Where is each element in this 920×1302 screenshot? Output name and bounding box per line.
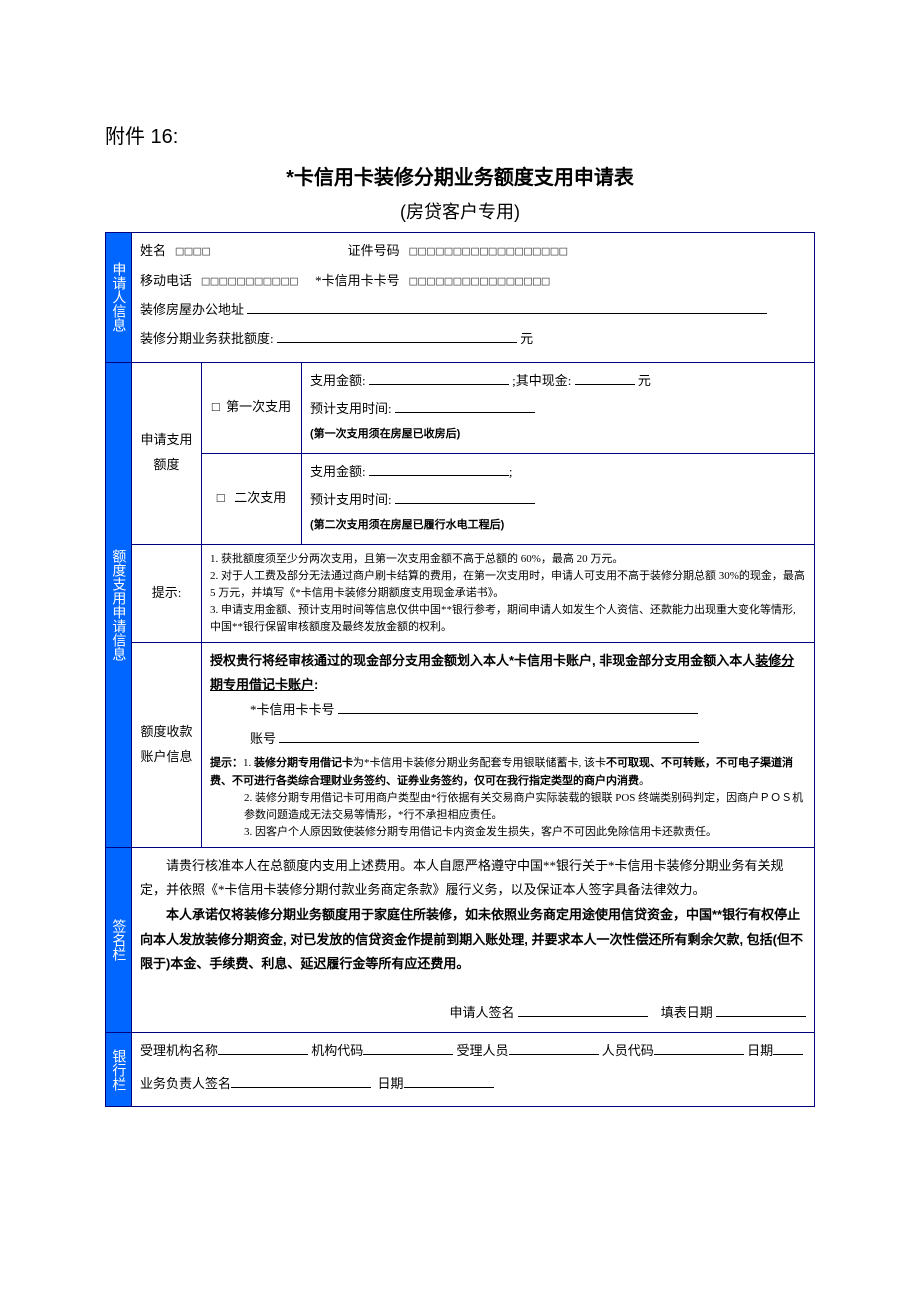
sig-para-2: 本人承诺仅将装修分期业务额度用于家庭住所装修，如未依照业务商定用途使用信贷资金，… — [140, 903, 806, 977]
expected-time-label-2: 预计支用时间: — [310, 492, 392, 507]
person-code-label: 人员代码 — [602, 1043, 654, 1058]
bank-date-label: 日期 — [747, 1043, 773, 1058]
side-applicant-text: 申请人信息 — [108, 262, 130, 332]
first-use-cell: □ 第一次支用 — [202, 362, 302, 453]
acct-hint-1e: 。 — [639, 775, 650, 787]
form-table: 申请人信息 姓名 □□□□ 证件号码 □□□□□□□□□□□□□□□□□□ 移动… — [105, 232, 815, 1107]
side-usage: 额度支用申请信息 — [106, 362, 132, 847]
checkbox-second[interactable]: □ — [217, 490, 225, 505]
card-input-boxes[interactable]: □□□□□□□□□□□□□□□□ — [409, 274, 550, 289]
org-code-label: 机构代码 — [311, 1043, 363, 1058]
account-no-input[interactable] — [279, 729, 699, 743]
phone-label: 移动电话 — [140, 273, 192, 288]
bank-date2-input[interactable] — [404, 1074, 494, 1088]
cash-input[interactable] — [575, 371, 635, 385]
name-label: 姓名 — [140, 243, 166, 258]
applicant-sig-label: 申请人签名 — [449, 1005, 514, 1020]
person-code-input[interactable] — [654, 1041, 744, 1055]
sig-para-1: 请贵行核准本人在总额度内支用上述费用。本人自愿严格遵守中国**银行关于*卡信用卡… — [140, 854, 806, 903]
second-use-cell: □ 二次支用 — [202, 453, 302, 544]
yuan-unit-1: 元 — [520, 331, 533, 346]
hint-label: 提示: — [132, 544, 202, 642]
acct-hint-1a: 1. — [243, 757, 254, 769]
approved-limit-label: 装修分期业务获批额度: — [140, 331, 274, 346]
use-amount-input-1[interactable] — [369, 371, 509, 385]
person-label: 受理人员 — [457, 1043, 509, 1058]
first-use-label: 第一次支用 — [226, 399, 291, 414]
expected-time-label-1: 预计支用时间: — [310, 401, 392, 416]
mgr-sig-input[interactable] — [231, 1074, 371, 1088]
addr-label: 装修房屋办公地址 — [140, 302, 244, 317]
acct-hint-3: 3. 因客户个人原因致使装修分期专用借记卡内资金发生损失，客户不可因此免除信用卡… — [210, 824, 806, 841]
card-no-input[interactable] — [338, 700, 698, 714]
cash-part-label: ;其中现金: — [512, 373, 571, 388]
org-name-input[interactable] — [218, 1041, 308, 1055]
first-note: (第一次支用须在房屋已收房后) — [310, 426, 806, 443]
hint-3: 3. 申请支用金额、预计支用时间等信息仅供中国**银行参考，期间申请人如发生个人… — [210, 602, 806, 636]
org-code-input[interactable] — [363, 1041, 453, 1055]
applicant-sig-input[interactable] — [518, 1003, 648, 1017]
acct-hint-2: 2. 装修分期专用借记卡可用商户类型由*行依据有关交易商户实际装载的银联 POS… — [210, 790, 806, 824]
id-label: 证件号码 — [348, 243, 400, 258]
name-input-boxes[interactable]: □□□□ — [176, 244, 211, 259]
id-input-boxes[interactable]: □□□□□□□□□□□□□□□□□□ — [409, 244, 568, 259]
approved-limit-input[interactable] — [277, 329, 517, 343]
phone-input-boxes[interactable]: □□□□□□□□□□□ — [202, 274, 299, 289]
person-input[interactable] — [509, 1041, 599, 1055]
side-signature-text: 签名栏 — [108, 919, 130, 961]
page-title: *卡信用卡装修分期业务额度支用申请表 — [105, 161, 815, 190]
addr-input[interactable] — [247, 300, 767, 314]
card-no-label: *卡信用卡卡号 — [250, 702, 335, 717]
account-no-label: 账号 — [250, 731, 276, 746]
acct-hint-1c: 为*卡信用卡装修分期业务配套专用银联储蓄卡, 该卡 — [353, 757, 606, 769]
fill-date-label: 填表日期 — [661, 1005, 713, 1020]
hint-1: 1. 获批额度须至少分两次支用，且第一次支用金额不高于总额的 60%，最高 20… — [210, 551, 806, 568]
attachment-label: 附件 16: — [105, 120, 815, 149]
use-amount-label-2: 支用金额: — [310, 464, 366, 479]
hint-2: 2. 对于人工费及部分无法通过商户刷卡结算的费用，在第一次支用时，申请人可支用不… — [210, 568, 806, 602]
acct-hint-1b: 装修分期专用借记卡 — [254, 757, 353, 769]
bank-date2-label: 日期 — [378, 1076, 404, 1091]
apply-amount-label: 申请支用额度 — [132, 362, 202, 544]
fill-date-input[interactable] — [716, 1003, 806, 1017]
acct-hint-label: 提示： — [210, 757, 243, 769]
side-bank-text: 银行栏 — [108, 1049, 130, 1091]
side-applicant: 申请人信息 — [106, 233, 132, 363]
account-info-label: 额度收款账户信息 — [132, 642, 202, 847]
side-bank: 银行栏 — [106, 1032, 132, 1106]
second-use-label: 二次支用 — [234, 490, 286, 505]
expected-time-input-1[interactable] — [395, 399, 535, 413]
mgr-sig-label: 业务负责人签名 — [140, 1076, 231, 1091]
use-amount-label-1: 支用金额: — [310, 373, 366, 388]
side-usage-text: 额度支用申请信息 — [108, 549, 130, 661]
auth-text-1: 授权贵行将经审核通过的现金部分支用金额划入本人*卡信用卡账户, 非现金部分支用金… — [210, 653, 755, 668]
page-subtitle: (房贷客户专用) — [105, 198, 815, 224]
checkbox-first[interactable]: □ — [212, 399, 220, 414]
side-signature: 签名栏 — [106, 847, 132, 1032]
bank-date-input[interactable] — [773, 1041, 803, 1055]
use-amount-input-2[interactable] — [369, 462, 509, 476]
yuan-unit-2: 元 — [638, 373, 651, 388]
card-label: *卡信用卡卡号 — [315, 273, 400, 288]
second-note: (第二次支用须在房屋已履行水电工程后) — [310, 517, 806, 534]
org-name-label: 受理机构名称 — [140, 1043, 218, 1058]
auth-text-3: : — [314, 677, 318, 692]
expected-time-input-2[interactable] — [395, 490, 535, 504]
